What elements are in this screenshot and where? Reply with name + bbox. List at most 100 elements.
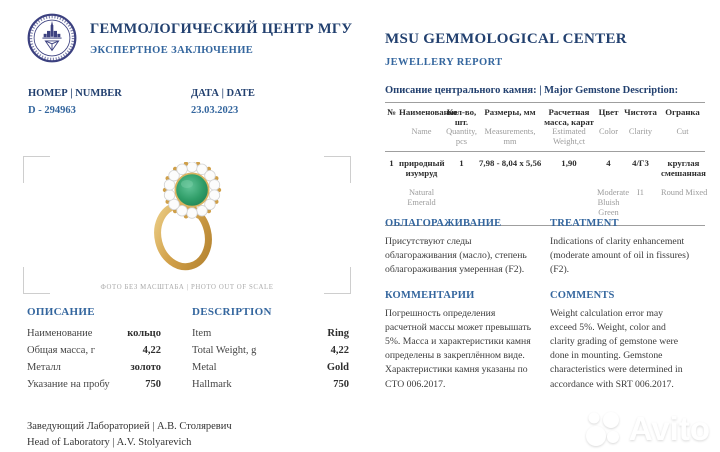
gem-header-cell: Name [411,127,432,137]
desc-value: 750 [145,379,161,390]
signature-ru: Заведующий Лабораторией | А.В. Столяреви… [27,421,232,432]
gem-header-cell: Чистота [624,107,657,117]
description-table-ru: ОПИСАНИЕ Наименование кольцо Общая масса… [27,306,161,393]
report-sections: ОБЛАГОРАЖИВАНИЕ TREATMENT Присутствуют с… [385,218,705,405]
gem-cell: природный изумруд [399,157,445,179]
gem-data-row-en: Natural Emerald Moderate Bluish Green I1… [385,179,708,225]
desc-label: Наименование [27,328,93,339]
treatment-title-en: TREATMENT [550,218,619,229]
comments-title-en: COMMENTS [550,290,615,302]
org-subtitle-ru: ЭКСПЕРТНОЕ ЗАКЛЮЧЕНИЕ [90,44,254,56]
number-value: D - 294963 [28,105,76,116]
gem-cell: 7,98 - 8,04 x 5,56 [479,157,542,168]
gem-cell: Round Mixed [661,187,708,197]
avito-watermark-label: Avito [628,410,710,447]
gem-header-cell: Clarity [628,127,653,137]
gem-header-cell: Measurements, mm [484,127,536,146]
desc-label: Указание на пробу [27,379,110,390]
gem-cell: Natural Emerald [407,187,436,207]
avito-logo-icon [585,412,619,446]
gem-header-cell: Estimated Weight,ct [552,127,586,146]
ring-photo-frame: ФОТО БЕЗ МАСШТАБА | PHOTO OUT OF SCALE [23,156,351,294]
desc-value: 4,22 [330,345,349,356]
right-column: MSU GEMMOLOGICAL CENTER JEWELLERY REPORT… [385,0,708,452]
desc-row: Total Weight, g 4,22 [192,342,349,359]
gem-header-cell: Наименование [399,107,458,117]
msu-building-glyph [42,20,62,39]
number-date-block: НОМЕР | NUMBER D - 294963 ДАТА | DATE 23… [28,88,354,116]
gem-header-cell: № [387,107,396,117]
gem-cell: 4/Г3 [632,157,649,168]
signature-en: Head of Laboratory | A.V. Stolyarevich [27,436,192,448]
photo-corner-mark [324,267,351,294]
item-description-tables: ОПИСАНИЕ Наименование кольцо Общая масса… [27,306,357,406]
desc-row: Item Ring [192,325,349,342]
desc-label: Hallmark [192,379,232,390]
org-subtitle-en: JEWELLERY REPORT [385,57,503,68]
desc-row: Hallmark 750 [192,376,349,393]
signature-block: Заведующий Лабораторией | А.В. Столяреви… [27,419,232,450]
diamond-glyph [44,40,60,52]
desc-label: Item [192,328,212,339]
gem-header-cell: Размеры, мм [484,107,536,117]
gem-header-cell: Кол-во, шт. [446,107,477,128]
diamond-halo [162,162,222,219]
comments-text-en: Weight calculation error may exceed 5%. … [550,308,683,390]
gem-header-cell: Огранка [665,107,700,117]
org-header: ГЕММОЛОГИЧЕСКИЙ ЦЕНТР МГУ ЭКСПЕРТНОЕ ЗАК… [27,13,352,63]
gem-header-cell [385,127,398,150]
desc-label: Metal [192,362,217,373]
desc-row: Указание на пробу 750 [27,376,161,393]
gem-header-row-ru: № Наименование Кол-во, шт. Размеры, мм Р… [385,103,705,127]
desc-row: Металл золото [27,359,161,376]
treatment-text-en: Indications of clarity enhancement (mode… [550,236,690,276]
desc-value: 4,22 [142,345,161,356]
date-label: ДАТА | DATE [191,88,255,99]
gem-header-cell: Color [598,127,619,137]
comments-text-ru: Погрешность определения расчетной массы … [385,308,532,390]
description-title-ru: ОПИСАНИЕ [27,306,95,318]
desc-row: Metal Gold [192,359,349,376]
gem-cell: 1,90 [561,157,577,168]
msu-seal-icon [27,13,77,63]
left-column: ГЕММОЛОГИЧЕСКИЙ ЦЕНТР МГУ ЭКСПЕРТНОЕ ЗАК… [23,0,357,452]
treatment-text-ru: Присутствуют следы облагораживания (масл… [385,236,527,276]
emerald-ring-photo [154,162,222,271]
photo-corner-mark [23,156,50,183]
emerald-stone [176,174,208,206]
gem-header-cell: Цвет [598,107,619,117]
gem-cell: 1 [389,157,394,168]
photo-corner-mark [23,267,50,294]
gem-cell: I1 [637,187,644,197]
gemstone-table: № Наименование Кол-во, шт. Размеры, мм Р… [385,102,708,226]
report-date-block: ДАТА | DATE 23.03.2023 [191,88,354,116]
description-title-en: DESCRIPTION [192,306,272,318]
photo-caption: ФОТО БЕЗ МАСШТАБА | PHOTO OUT OF SCALE [100,284,274,291]
gem-cell: 1 [459,157,464,168]
desc-row: Общая масса, г 4,22 [27,342,161,359]
org-titles: ГЕММОЛОГИЧЕСКИЙ ЦЕНТР МГУ ЭКСПЕРТНОЕ ЗАК… [90,21,352,56]
number-label: НОМЕР | NUMBER [28,88,122,99]
org-name-ru: ГЕММОЛОГИЧЕСКИЙ ЦЕНТР МГУ [90,20,353,37]
gem-cell: 4 [606,157,611,168]
desc-value: Ring [327,328,349,339]
photo-corner-mark [324,156,351,183]
desc-label: Металл [27,362,61,373]
desc-value: Gold [326,362,349,373]
desc-value: 750 [333,379,349,390]
gem-header-cell: Quantity, pcs [446,127,477,146]
avito-watermark: Avito [584,409,710,449]
gem-header-cell: Расчетная масса, карат [544,107,594,128]
gemstone-table-title: Описание центрального камня: | Major Gem… [385,85,679,96]
date-value: 23.03.2023 [191,105,239,116]
desc-label: Общая масса, г [27,345,96,356]
gem-header-row-en: Name Quantity, pcs Measurements, mm Esti… [385,127,705,152]
gem-data-row-ru: 1 природный изумруд 1 7,98 - 8,04 x 5,56… [385,152,706,179]
desc-row: Наименование кольцо [27,325,161,342]
desc-label: Total Weight, g [192,345,257,356]
gem-cell: круглая смешанная [661,157,706,179]
gem-cell: Moderate Bluish Green [597,187,630,217]
desc-value: золото [130,362,161,373]
gem-header-cell: Cut [676,127,689,137]
